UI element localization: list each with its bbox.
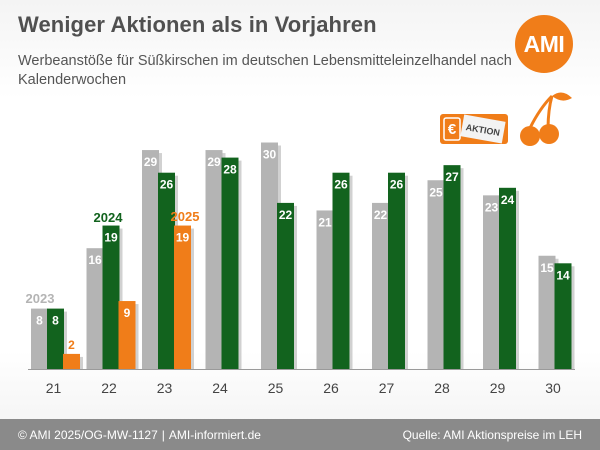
x-tick-label-kw28: 28 — [434, 380, 450, 396]
decoration: € AKTION — [440, 92, 572, 146]
bar-2024-kw28 — [443, 165, 461, 369]
bar-2023-kw23 — [142, 150, 159, 369]
x-tick-label-kw25: 25 — [268, 380, 284, 396]
data-label-2023-kw21: 8 — [36, 314, 43, 328]
legend-label-2023: 2023 — [26, 291, 55, 306]
legend-label-2024: 2024 — [94, 210, 124, 225]
data-label-2023-kw25: 30 — [263, 148, 277, 162]
bar-2024-kw30 — [554, 263, 572, 369]
bar-2025-kw22 — [118, 301, 136, 369]
bar-chart: € AKTION 8 821619929261929283022212622262… — [26, 92, 575, 396]
data-label-2024-kw22: 19 — [104, 231, 118, 245]
data-label-2025-kw21: 2 — [68, 338, 75, 352]
bar-2024-kw26 — [332, 172, 350, 369]
bar-2024-kw27 — [388, 172, 405, 369]
data-label-2024-kw27: 26 — [390, 178, 404, 192]
footer-left: © AMI 2025/OG-MW-1127 | AMI-informiert.de — [18, 428, 261, 442]
data-label-2025-kw22: 9 — [124, 306, 131, 320]
footer-separator: | — [161, 428, 165, 442]
page-subtitle: Werbeanstöße für Süßkirschen im deutsche… — [18, 53, 512, 88]
x-tick-label-kw27: 27 — [379, 380, 395, 396]
bar-2023-kw28 — [427, 180, 445, 369]
bar-2023-kw25 — [261, 142, 278, 369]
data-label-2024-kw21: 8 — [52, 314, 59, 328]
data-label-2023-kw28: 25 — [429, 185, 443, 199]
data-label-2025-kw23: 19 — [176, 231, 190, 245]
bar-2023-kw29 — [483, 195, 500, 369]
bar-2023-kw30 — [538, 255, 556, 369]
bar-2023-kw21 — [31, 308, 48, 369]
x-tick-label-kw24: 24 — [212, 380, 228, 396]
footer-source: Quelle: AMI Aktionspreise im LEH — [402, 428, 582, 442]
data-label-2024-kw25: 22 — [279, 208, 293, 222]
footer-bar: © AMI 2025/OG-MW-1127 | AMI-informiert.de … — [0, 419, 600, 450]
footer-website-link[interactable]: AMI-informiert.de — [168, 428, 261, 442]
data-label-2024-kw26: 26 — [334, 178, 348, 192]
legend-label-2025: 2025 — [171, 209, 200, 224]
x-tick-label-kw30: 30 — [545, 380, 561, 396]
bar-2023-kw22 — [86, 248, 104, 369]
x-tick-label-kw29: 29 — [490, 380, 506, 396]
aktion-ticket-icon: € AKTION — [440, 114, 508, 144]
bar-2023-kw26 — [316, 210, 334, 369]
data-label-2023-kw24: 29 — [207, 155, 221, 169]
x-tick-label-kw26: 26 — [323, 380, 339, 396]
bar-2024-kw21 — [47, 308, 64, 369]
x-tick-label-kw21: 21 — [46, 380, 62, 396]
bar-2024-kw23 — [158, 172, 175, 369]
bar-2024-kw24 — [221, 157, 239, 369]
x-tick-label-kw23: 23 — [157, 380, 173, 396]
data-label-2024-kw28: 27 — [445, 170, 459, 184]
ami-logo: AMI — [515, 15, 573, 73]
data-label-2023-kw26: 21 — [318, 215, 332, 229]
data-label-2024-kw23: 26 — [160, 178, 174, 192]
bar-2024-kw29 — [499, 187, 516, 369]
cherries-icon — [520, 92, 572, 146]
data-label-2023-kw22: 16 — [88, 253, 102, 267]
data-label-2023-kw29: 23 — [485, 200, 499, 214]
x-tick-label-kw22: 22 — [101, 380, 117, 396]
bar-2025-kw23 — [174, 225, 191, 369]
data-label-2023-kw30: 15 — [540, 261, 554, 275]
page-title: Weniger Aktionen als in Vorjahren — [18, 12, 377, 37]
data-label-2023-kw23: 29 — [144, 155, 158, 169]
data-label-2023-kw27: 22 — [374, 208, 388, 222]
bar-2023-kw27 — [372, 202, 389, 369]
data-label-2024-kw24: 28 — [223, 163, 237, 177]
data-label-2024-kw29: 24 — [501, 193, 515, 207]
aktion-euro-symbol: € — [448, 121, 457, 138]
bar-2024-kw25 — [277, 202, 294, 369]
footer-copyright: © AMI 2025/OG-MW-1127 — [18, 428, 158, 442]
bar-2023-kw24 — [205, 150, 223, 369]
bar-2024-kw22 — [102, 225, 120, 369]
bar-2025-kw21 — [63, 353, 80, 369]
data-label-2024-kw30: 14 — [556, 268, 570, 282]
